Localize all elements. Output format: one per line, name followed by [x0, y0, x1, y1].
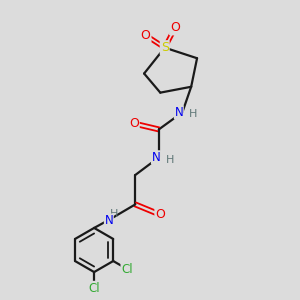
Text: O: O — [141, 29, 151, 42]
Text: N: N — [152, 151, 160, 164]
Text: H: H — [189, 109, 198, 119]
Text: N: N — [104, 214, 113, 227]
Text: H: H — [110, 209, 118, 219]
Text: Cl: Cl — [88, 282, 100, 295]
Text: N: N — [174, 106, 183, 119]
Text: Cl: Cl — [122, 262, 133, 276]
Text: O: O — [129, 117, 139, 130]
Text: O: O — [170, 21, 180, 34]
Text: O: O — [155, 208, 165, 221]
Text: H: H — [166, 155, 174, 165]
Text: S: S — [161, 41, 169, 54]
